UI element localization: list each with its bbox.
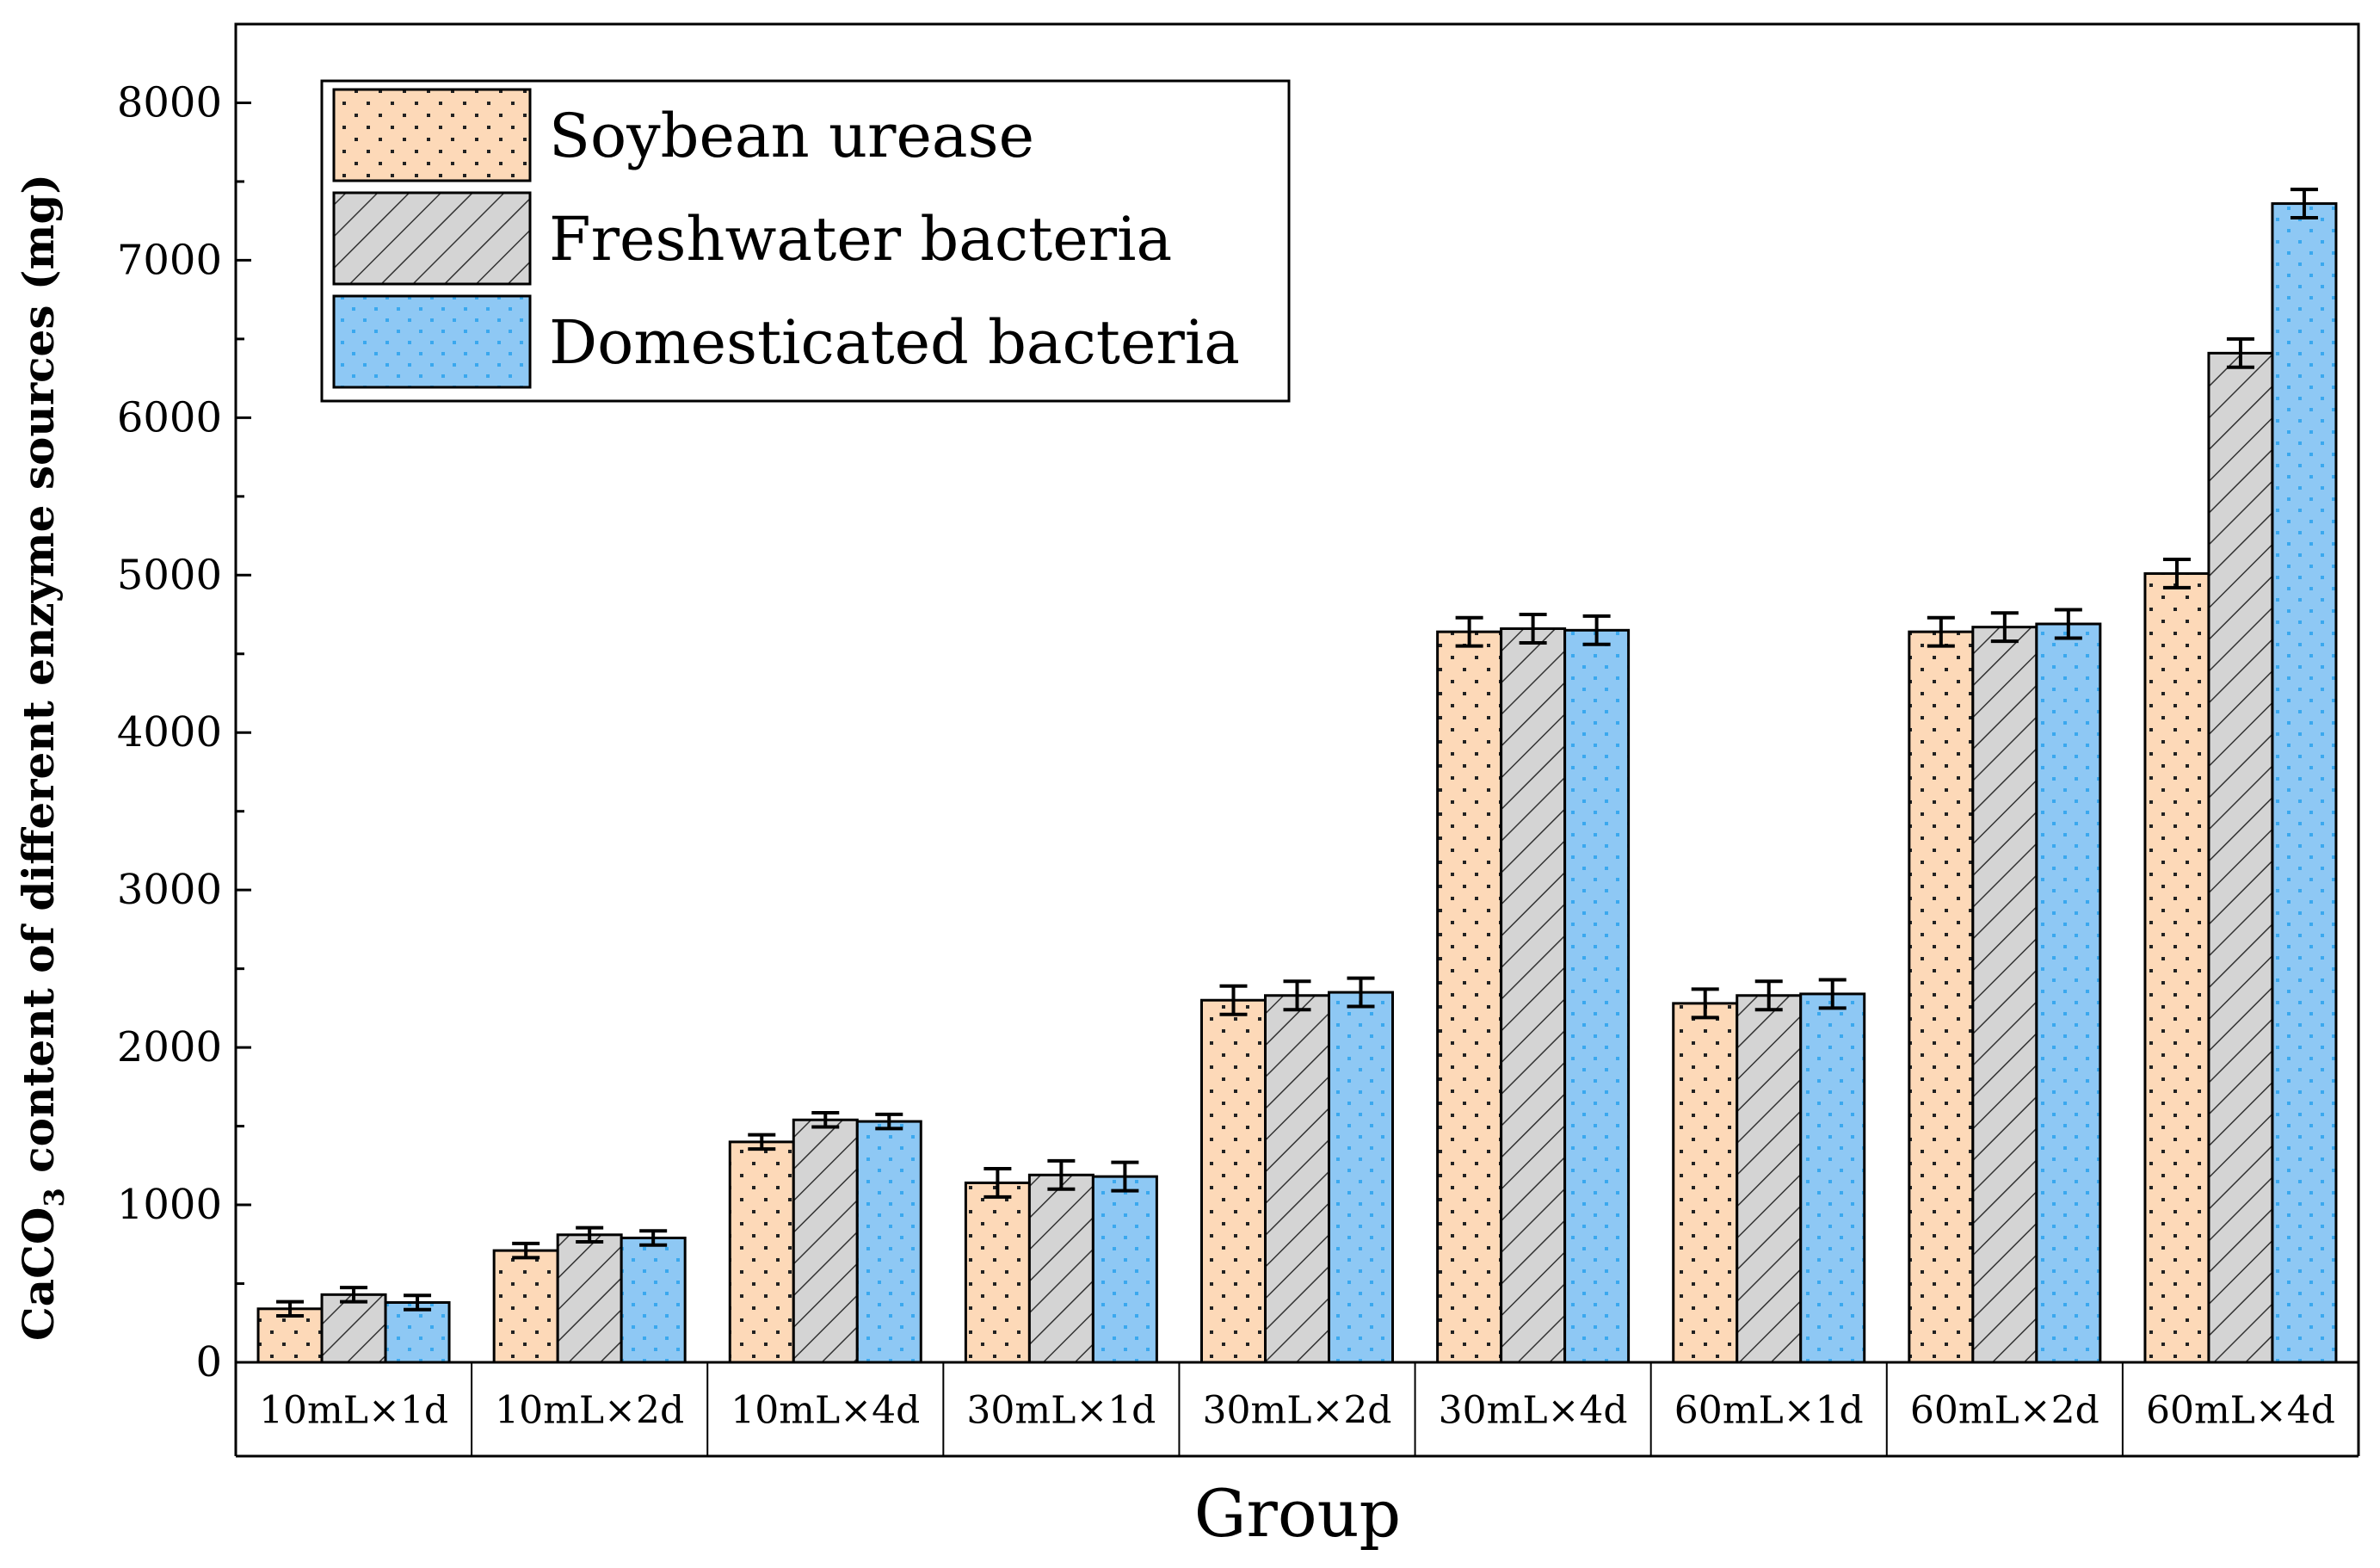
y-tick-label: 2000: [117, 1023, 222, 1071]
bar-domesticated-bacteria: [1328, 991, 1394, 1364]
bar-domesticated-bacteria: [855, 1120, 922, 1364]
bar-freshwater-bacteria: [320, 1293, 387, 1364]
legend-swatch: [332, 294, 532, 389]
legend-label: Soybean urease: [549, 101, 1034, 171]
bar-freshwater-bacteria: [1264, 994, 1330, 1364]
x-category-label: 30mL×1d: [966, 1389, 1156, 1433]
x-category-label: 60mL×4d: [2146, 1389, 2335, 1433]
bar-freshwater-bacteria: [1027, 1173, 1094, 1364]
bar-soybean-urease: [1672, 1002, 1739, 1364]
x-category-label: 30mL×4d: [1439, 1389, 1628, 1433]
bar-freshwater-bacteria: [792, 1118, 859, 1364]
x-category-label: 60mL×2d: [1910, 1389, 2099, 1433]
bar-soybean-urease: [728, 1140, 795, 1364]
legend: Soybean urease Freshwater bacteria Domesti…: [320, 79, 1291, 403]
y-tick-label: 4000: [117, 708, 222, 756]
bar-freshwater-bacteria: [2207, 351, 2274, 1364]
legend-swatch: [332, 88, 532, 182]
y-tick-label: 3000: [117, 866, 222, 914]
bar-domesticated-bacteria: [620, 1236, 687, 1364]
x-category-label: 10mL×2d: [495, 1389, 684, 1433]
bar-domesticated-bacteria: [1799, 992, 1866, 1364]
legend-label: Freshwater bacteria: [549, 204, 1172, 275]
x-category-label: 60mL×1d: [1674, 1389, 1864, 1433]
y-tick-label: 1000: [117, 1181, 222, 1229]
bar-freshwater-bacteria: [1500, 627, 1567, 1364]
y-tick-label: 8000: [117, 78, 222, 127]
x-category-label: 10mL×4d: [731, 1389, 920, 1433]
bar-freshwater-bacteria: [1971, 626, 2038, 1364]
bar-domesticated-bacteria: [1563, 628, 1631, 1364]
bar-soybean-urease: [1200, 998, 1267, 1364]
bar-soybean-urease: [2143, 571, 2210, 1364]
bar-freshwater-bacteria: [1736, 994, 1803, 1364]
plot-frame: [234, 22, 2360, 1364]
bar-domesticated-bacteria: [2035, 622, 2102, 1364]
x-category-label: 30mL×2d: [1203, 1389, 1392, 1433]
y-axis-label-subscript: 3: [38, 1188, 71, 1207]
legend-swatch: [332, 191, 532, 286]
y-tick-label: 6000: [117, 393, 222, 441]
bar-soybean-urease: [1908, 630, 1975, 1364]
bar-freshwater-bacteria: [556, 1233, 623, 1364]
bar-domesticated-bacteria: [1091, 1175, 1158, 1364]
y-axis-label: CaCO3 content of different enzyme source…: [13, 174, 71, 1341]
x-axis-label: Group: [1194, 1475, 1401, 1552]
legend-label: Domesticated bacteria: [549, 307, 1240, 378]
y-tick-label: 0: [195, 1338, 222, 1386]
y-axis-label-prefix: CaCO: [13, 1207, 64, 1342]
bar-soybean-urease: [964, 1181, 1031, 1364]
x-category-label: 10mL×1d: [259, 1389, 448, 1433]
y-tick-label: 7000: [117, 236, 222, 284]
bar-domesticated-bacteria: [384, 1300, 451, 1364]
y-axis-label-suffix: content of different enzyme sources (mg): [13, 174, 64, 1188]
bar-soybean-urease: [492, 1249, 559, 1364]
bar-soybean-urease: [1436, 630, 1503, 1364]
y-tick-label: 5000: [117, 551, 222, 599]
bar-domesticated-bacteria: [2271, 202, 2338, 1364]
